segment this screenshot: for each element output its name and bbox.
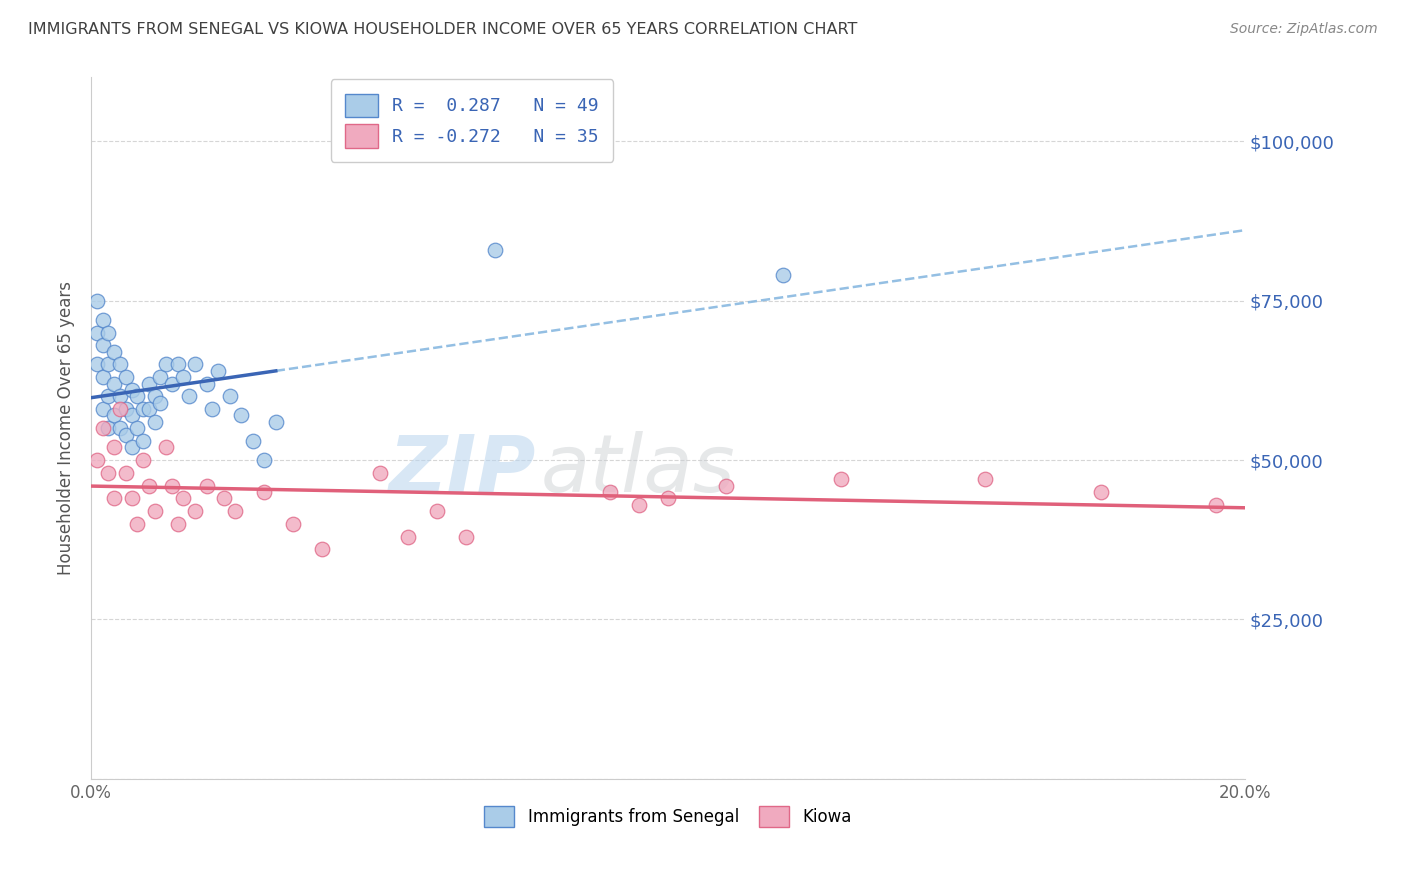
Point <box>772 268 794 282</box>
Point <box>456 530 478 544</box>
Point <box>224 504 246 518</box>
Point <box>127 516 149 531</box>
Text: ZIP: ZIP <box>388 431 536 509</box>
Point <box>253 485 276 500</box>
Point <box>114 402 136 417</box>
Text: IMMIGRANTS FROM SENEGAL VS KIOWA HOUSEHOLDER INCOME OVER 65 YEARS CORRELATION CH: IMMIGRANTS FROM SENEGAL VS KIOWA HOUSEHO… <box>28 22 858 37</box>
Point <box>103 440 125 454</box>
Legend: Immigrants from Senegal, Kiowa: Immigrants from Senegal, Kiowa <box>478 799 859 834</box>
Point <box>132 453 155 467</box>
Point <box>195 478 218 492</box>
Point <box>166 516 188 531</box>
Point <box>264 415 287 429</box>
Point <box>86 326 108 340</box>
Point <box>97 389 120 403</box>
Point <box>91 421 114 435</box>
Point <box>1205 498 1227 512</box>
Point <box>398 530 420 544</box>
Point <box>97 466 120 480</box>
Point <box>172 491 194 506</box>
Point <box>114 370 136 384</box>
Point <box>218 389 240 403</box>
Point <box>201 402 224 417</box>
Point <box>311 542 333 557</box>
Point <box>103 409 125 423</box>
Point <box>91 370 114 384</box>
Y-axis label: Householder Income Over 65 years: Householder Income Over 65 years <box>58 281 75 575</box>
Point <box>166 358 188 372</box>
Point <box>184 504 207 518</box>
Point <box>149 395 172 409</box>
Point <box>155 440 177 454</box>
Point <box>143 415 166 429</box>
Text: atlas: atlas <box>541 431 735 509</box>
Point <box>91 402 114 417</box>
Point <box>179 389 201 403</box>
Point <box>132 402 155 417</box>
Point <box>231 409 253 423</box>
Point <box>138 376 160 391</box>
Point <box>108 389 131 403</box>
Point <box>160 478 183 492</box>
Point <box>599 485 621 500</box>
Point <box>172 370 194 384</box>
Point <box>114 466 136 480</box>
Point <box>103 344 125 359</box>
Point <box>97 358 120 372</box>
Point <box>628 498 651 512</box>
Point <box>91 312 114 326</box>
Point <box>91 338 114 352</box>
Point <box>426 504 449 518</box>
Point <box>114 427 136 442</box>
Point <box>1090 485 1112 500</box>
Point <box>138 402 160 417</box>
Point <box>121 409 143 423</box>
Point <box>103 491 125 506</box>
Point <box>830 472 852 486</box>
Point <box>207 364 229 378</box>
Point <box>108 421 131 435</box>
Point <box>149 370 172 384</box>
Point <box>212 491 235 506</box>
Point <box>143 504 166 518</box>
Point <box>974 472 997 486</box>
Point <box>108 402 131 417</box>
Point <box>184 358 207 372</box>
Point <box>127 421 149 435</box>
Point <box>253 453 276 467</box>
Point <box>97 421 120 435</box>
Point <box>138 478 160 492</box>
Point <box>484 243 506 257</box>
Point <box>121 491 143 506</box>
Point <box>132 434 155 448</box>
Point <box>242 434 264 448</box>
Point <box>368 466 391 480</box>
Point <box>121 383 143 397</box>
Point <box>160 376 183 391</box>
Point <box>195 376 218 391</box>
Point <box>127 389 149 403</box>
Point <box>714 478 737 492</box>
Point <box>86 453 108 467</box>
Point <box>86 293 108 308</box>
Point <box>86 358 108 372</box>
Point <box>97 326 120 340</box>
Text: Source: ZipAtlas.com: Source: ZipAtlas.com <box>1230 22 1378 37</box>
Point <box>281 516 304 531</box>
Point <box>155 358 177 372</box>
Point <box>143 389 166 403</box>
Point <box>108 358 131 372</box>
Point <box>121 440 143 454</box>
Point <box>103 376 125 391</box>
Point <box>657 491 679 506</box>
